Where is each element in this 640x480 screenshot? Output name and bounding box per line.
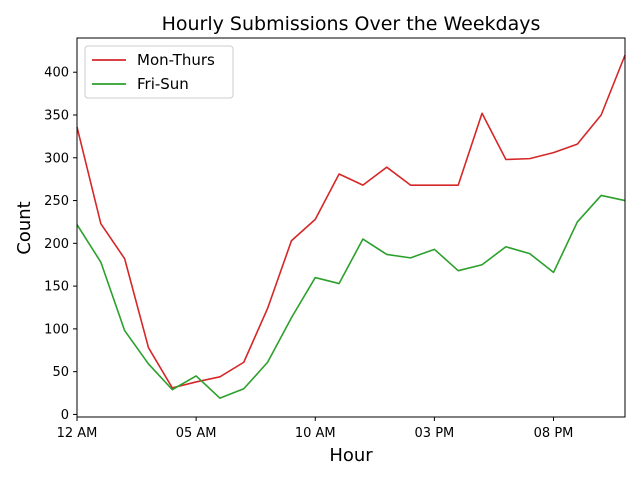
- legend-label: Mon-Thurs: [137, 51, 215, 69]
- y-axis-label: Count: [14, 201, 35, 254]
- x-tick-label: 03 PM: [415, 426, 455, 441]
- y-tick-label: 300: [44, 151, 69, 166]
- y-tick-label: 100: [44, 322, 69, 337]
- y-tick-label: 400: [44, 66, 69, 81]
- y-tick-label: 200: [44, 237, 69, 252]
- x-tick-label: 10 AM: [295, 426, 336, 441]
- y-tick-label: 250: [44, 194, 69, 209]
- series-line-fri-sun: [76, 194, 626, 399]
- y-tick-label: 50: [52, 365, 69, 380]
- y-tick-label: 0: [61, 408, 69, 423]
- plot-frame: [76, 37, 626, 418]
- x-tick-label: 08 PM: [534, 426, 574, 441]
- y-tick-label: 150: [44, 280, 69, 295]
- legend: Mon-Thurs Fri-Sun: [84, 45, 234, 99]
- x-axis: 12 AM 05 AM 10 AM 03 PM 08 PM: [57, 417, 574, 441]
- legend-box: [84, 45, 234, 99]
- y-tick-label: 350: [44, 108, 69, 123]
- x-tick-label: 12 AM: [57, 426, 98, 441]
- chart-title: Hourly Submissions Over the Weekdays: [162, 13, 541, 35]
- legend-label: Fri-Sun: [137, 75, 189, 93]
- y-axis: 0 50 100 150 200 250 300 350 400: [44, 66, 77, 423]
- series-line-mon-thurs: [76, 54, 626, 389]
- plot-lines: [76, 54, 626, 399]
- x-tick-label: 05 AM: [176, 426, 217, 441]
- x-axis-label: Hour: [329, 445, 373, 466]
